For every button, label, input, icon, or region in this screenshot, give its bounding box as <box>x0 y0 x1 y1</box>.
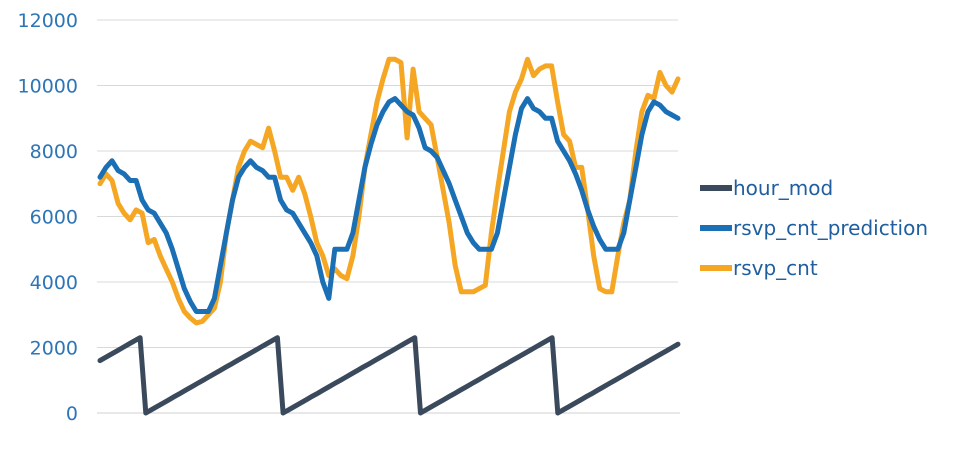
y-tick-label: 10000 <box>18 76 78 98</box>
legend-label-rsvp-cnt: rsvp_cnt <box>733 256 818 280</box>
series-line-hour-mod <box>97 335 681 416</box>
legend-label-rsvp-cnt-prediction: rsvp_cnt_prediction <box>733 216 928 240</box>
legend-label-hour-mod: hour_mod <box>733 176 833 200</box>
series-line-rsvp-cnt <box>97 56 681 326</box>
y-tick-label: 4000 <box>30 272 78 294</box>
legend: hour_mod rsvp_cnt_prediction rsvp_cnt <box>700 176 928 280</box>
y-axis-tick-labels: 0 2000 4000 6000 8000 10000 12000 <box>18 10 78 425</box>
y-tick-label: 2000 <box>30 338 78 360</box>
gridlines <box>97 19 678 348</box>
y-tick-label: 0 <box>66 403 78 425</box>
y-tick-label: 6000 <box>30 207 78 229</box>
y-tick-label: 8000 <box>30 141 78 163</box>
series-line-rsvp-cnt-prediction <box>97 96 681 314</box>
y-tick-label: 12000 <box>18 10 78 32</box>
series-lines <box>97 56 681 416</box>
